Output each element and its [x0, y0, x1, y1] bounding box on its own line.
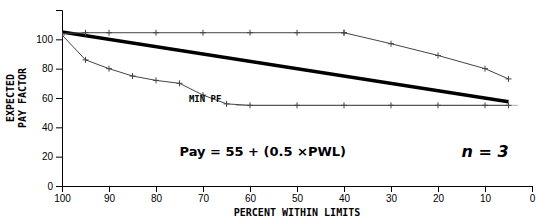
y-tick-label: 60 — [42, 93, 54, 104]
series-marker — [506, 76, 512, 82]
x-axis-line — [63, 187, 533, 193]
x-tick: 90 — [104, 186, 116, 204]
series-marker — [506, 102, 512, 108]
plot: 1009080706050403020100020406080100PERCEN… — [5, 11, 536, 219]
y-tick-mark — [56, 186, 62, 187]
x-tick-label: 20 — [433, 193, 445, 204]
x-tick: 100 — [54, 186, 71, 204]
x-tick-mark — [250, 186, 251, 192]
annotation: MIN PF — [189, 94, 222, 104]
y-tick: 60 — [42, 93, 62, 104]
y-tick-label: 100 — [36, 34, 53, 45]
series-marker — [106, 66, 112, 72]
y-tick-label: 40 — [42, 122, 54, 133]
series-marker — [247, 102, 253, 108]
y-tick-mark — [56, 127, 62, 128]
x-tick-label: 30 — [386, 193, 398, 204]
series-marker — [482, 102, 488, 108]
x-axis-title: PERCENT WITHIN LIMITS — [234, 207, 360, 218]
series-marker — [247, 30, 253, 36]
x-tick: 80 — [151, 186, 163, 204]
series-marker — [200, 30, 206, 36]
x-tick-mark — [203, 186, 204, 192]
x-tick-mark — [391, 186, 392, 192]
y-tick-label: 0 — [47, 181, 53, 192]
series-line — [62, 35, 509, 105]
series-marker — [341, 30, 347, 36]
x-tick: 60 — [245, 186, 257, 204]
y-tick-mark — [56, 69, 62, 70]
x-tick: 30 — [386, 186, 398, 204]
series-marker — [341, 30, 347, 36]
series-marker — [435, 52, 441, 58]
series-marker — [294, 102, 300, 108]
x-tick: 0 — [530, 186, 536, 204]
y-tick: 100 — [36, 34, 62, 45]
series-marker — [177, 80, 183, 86]
x-tick-label: 90 — [104, 193, 116, 204]
x-tick-mark — [532, 186, 533, 192]
x-tick: 70 — [198, 186, 210, 204]
y-axis: 0 20 40 60 80 100 — [36, 11, 62, 192]
series-marker — [130, 73, 136, 79]
x-tick-mark — [156, 186, 157, 192]
x-tick-label: 60 — [245, 193, 257, 204]
series-marker — [62, 32, 65, 38]
x-tick-label: 10 — [480, 193, 492, 204]
x-tick-label: 100 — [54, 193, 71, 204]
x-tick: 10 — [480, 186, 492, 204]
chart: 1009080706050403020100020406080100PERCEN… — [0, 0, 550, 222]
series-marker — [83, 57, 89, 63]
series-marker — [294, 30, 300, 36]
x-tick-mark — [438, 186, 439, 192]
y-tick-mark — [56, 39, 62, 40]
x-tick-mark — [297, 186, 298, 192]
x-axis: 1009080706050403020100 — [54, 186, 536, 204]
x-tick-label: 70 — [198, 193, 210, 204]
y-tick-mark — [56, 157, 62, 158]
series-line — [62, 33, 509, 79]
y-tick-label: 80 — [42, 63, 54, 74]
x-tick-mark — [109, 186, 110, 192]
series-marker — [388, 41, 394, 47]
series-marker — [482, 66, 488, 72]
x-tick-mark — [485, 186, 486, 192]
y-tick: 40 — [42, 122, 62, 133]
y-tick: 0 — [47, 181, 62, 192]
x-tick: 40 — [339, 186, 351, 204]
series-marker — [83, 30, 89, 36]
x-tick-mark — [344, 186, 345, 192]
y-tick-label: 20 — [42, 151, 54, 162]
series-marker — [341, 102, 347, 108]
series-line — [62, 32, 509, 102]
x-tick-label: 40 — [339, 193, 351, 204]
series-marker — [435, 102, 441, 108]
y-tick: 20 — [42, 151, 62, 162]
x-tick-label: 0 — [530, 193, 536, 204]
x-tick-label: 80 — [151, 193, 163, 204]
y-axis-line — [56, 11, 63, 187]
x-tick-label: 50 — [292, 193, 304, 204]
series-marker — [388, 102, 394, 108]
series-marker — [153, 77, 159, 83]
annotation: Pay = 55 + (0.5 ×PWL) — [180, 144, 347, 159]
y-axis-title: EXPECTEDPAY FACTOR — [5, 67, 28, 128]
x-tick: 50 — [292, 186, 304, 204]
series-marker — [153, 30, 159, 36]
x-tick: 20 — [433, 186, 445, 204]
series-marker — [224, 101, 230, 107]
series-group — [62, 30, 518, 109]
annotation: n = 3 — [461, 142, 508, 161]
y-tick-mark — [56, 98, 62, 99]
y-tick: 80 — [42, 63, 62, 74]
series-marker — [106, 30, 112, 36]
